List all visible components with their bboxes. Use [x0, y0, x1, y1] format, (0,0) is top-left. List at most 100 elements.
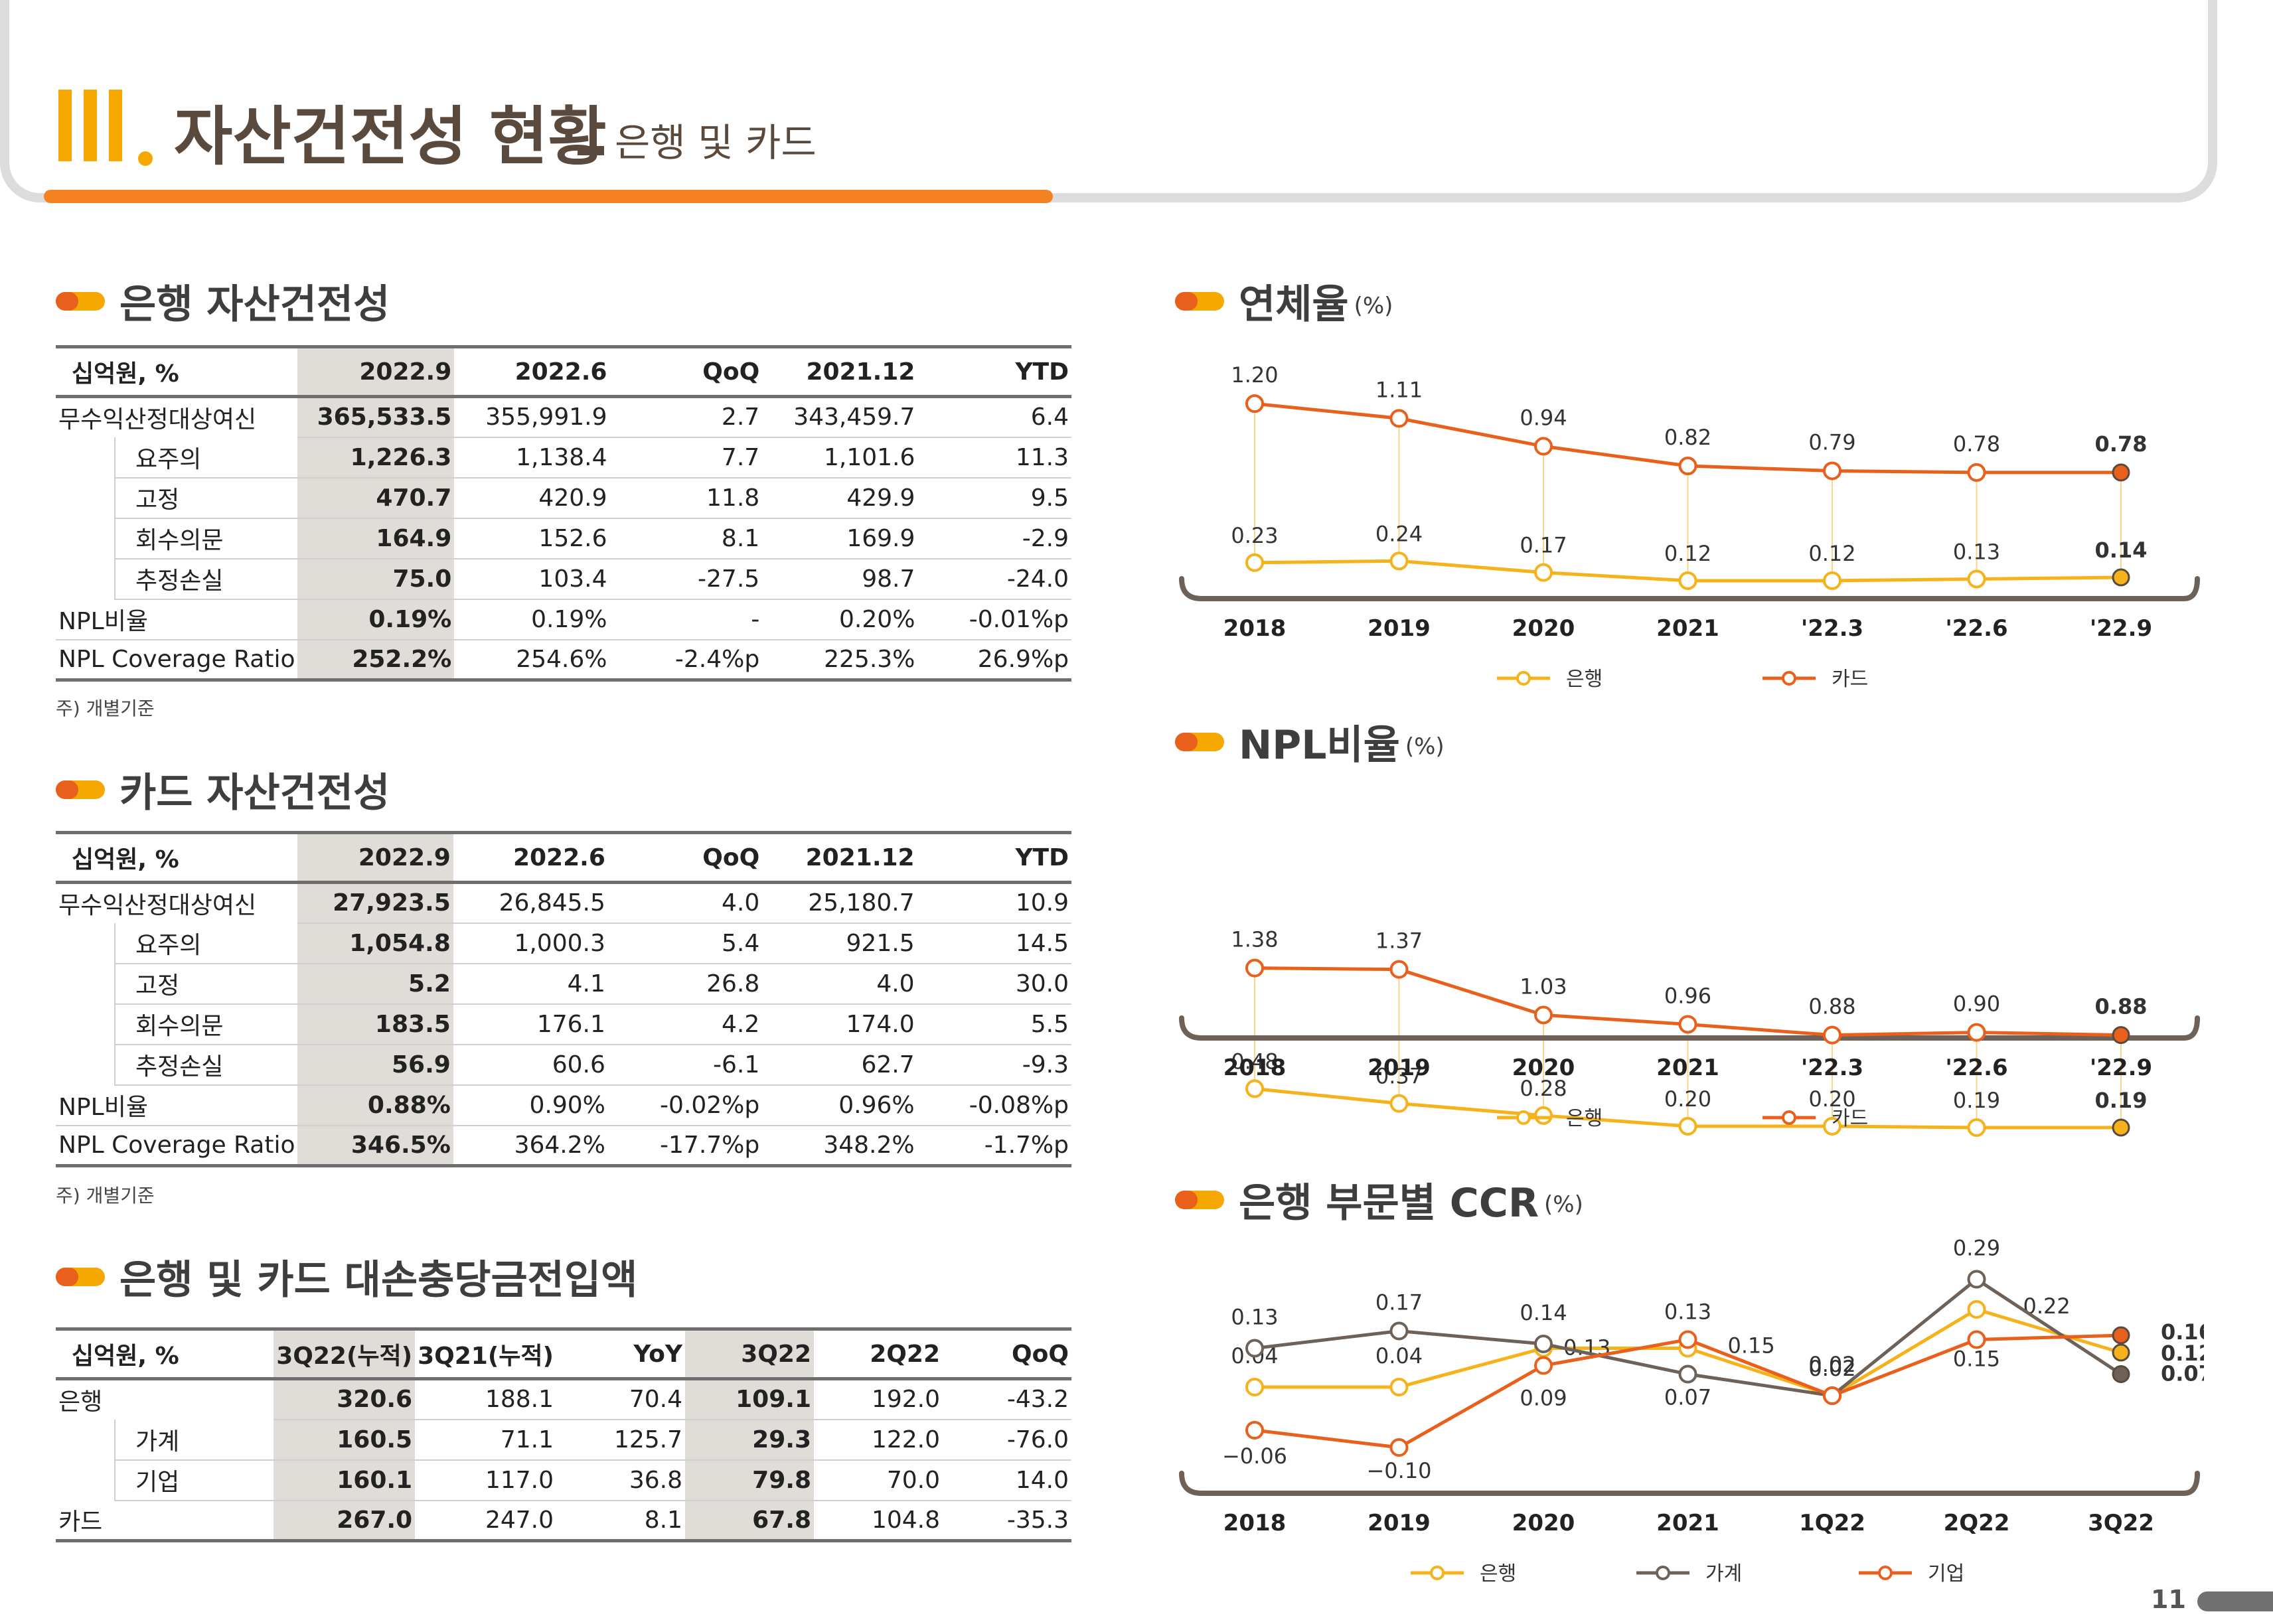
table-cell: 70.0: [814, 1459, 943, 1501]
indent-spacer: [56, 964, 115, 1004]
table-cell: 267.0: [274, 1500, 416, 1542]
data-point: [1534, 563, 1553, 582]
table-cell: 70.4: [556, 1378, 685, 1420]
data-label: 0.02: [1808, 1352, 1855, 1377]
table-column-header: 3Q22(누적): [274, 1327, 416, 1380]
x-tick-label: 2020: [1512, 1510, 1575, 1536]
table-column-header: QoQ: [607, 831, 763, 884]
legend-label: 카드: [1832, 1107, 1868, 1130]
table-cell: -27.5: [609, 558, 763, 600]
data-label: 0.78: [2095, 431, 2148, 457]
data-label: 1.38: [1231, 927, 1278, 952]
table-column-header: 3Q21(누적): [415, 1327, 556, 1380]
table-cell: 252.2%: [297, 639, 455, 682]
legend-marker: [1782, 671, 1796, 686]
row-label: 가계: [114, 1419, 274, 1461]
data-label: 0.28: [1520, 1076, 1567, 1101]
data-point: [1823, 1116, 1842, 1136]
table-cell: 176.1: [453, 1003, 608, 1045]
data-label: 0.07: [1664, 1385, 1711, 1410]
table-row: 가계 160.5 71.1 125.7 29.3 122.0 -76.0: [56, 1419, 1071, 1461]
section-bullet-icon: [1175, 1190, 1224, 1209]
table-row: 요주의 1,226.3 1,138.4 7.7 1,101.6 11.3: [56, 437, 1071, 479]
data-label: −0.06: [1222, 1443, 1287, 1469]
table-column-header: YTD: [917, 345, 1071, 398]
table-column-header: 2022.6: [453, 831, 608, 884]
row-label: 고정: [114, 477, 298, 519]
table-cell: -2.4%p: [609, 639, 763, 682]
npl-chart-title: NPL비율 (%): [1175, 713, 1445, 771]
table-column-header: 2022.9: [297, 345, 455, 398]
title-dash: [578, 146, 604, 155]
table-cell: -24.0: [917, 558, 1071, 600]
data-point: [1389, 960, 1409, 979]
table-cell: 67.8: [685, 1500, 814, 1542]
table-cell: 365,533.5: [297, 396, 455, 438]
data-point: [1245, 394, 1264, 413]
table-column-header: 2021.12: [762, 345, 918, 398]
table-column-header: QoQ: [943, 1327, 1071, 1380]
table-row: NPL비율 0.19% 0.19% -0.20% -0.01%p: [56, 599, 1071, 640]
table-cell: 10.9: [917, 882, 1071, 924]
legend-marker: [1516, 1110, 1531, 1125]
data-point: [1534, 1335, 1553, 1353]
table-cell: 4.0: [607, 882, 763, 924]
table-cell: 0.20%: [762, 599, 918, 640]
section-bullet-icon: [56, 291, 105, 311]
table-cell: 0.19%: [297, 599, 455, 640]
table-cell: 364.2%: [453, 1125, 608, 1167]
indent-spacer: [56, 437, 115, 478]
row-label: 고정: [114, 963, 298, 1005]
data-label: 0.17: [1375, 1290, 1423, 1315]
data-label: 0.78: [1953, 431, 2000, 457]
row-label: 요주의: [114, 923, 298, 964]
data-label: 1.11: [1375, 377, 1423, 402]
table-cell: 4.1: [453, 963, 608, 1005]
data-label: 0.14: [1520, 1300, 1567, 1325]
data-point: [1389, 1094, 1409, 1113]
table-cell: 5.4: [607, 923, 763, 964]
data-point: [1245, 958, 1264, 978]
table-cell: 160.1: [274, 1459, 416, 1501]
table-cell: 1,138.4: [454, 437, 610, 479]
section-bullet-icon: [56, 780, 105, 799]
data-point: [1245, 553, 1264, 572]
legend-marker: [1782, 1110, 1796, 1125]
indent-spacer: [56, 923, 115, 964]
table-cell: 27,923.5: [297, 882, 453, 924]
row-label: 은행: [58, 1388, 103, 1416]
data-label: 1.03: [1520, 974, 1567, 999]
table-cell: 26,845.5: [453, 882, 608, 924]
row-label: NPL비율: [56, 1084, 298, 1126]
data-point: [1245, 1378, 1264, 1396]
table-cell: 0.19%: [454, 599, 610, 640]
data-label: 0.96: [1664, 983, 1711, 1008]
data-label: 0.88: [2095, 994, 2148, 1019]
data-label: 0.13: [1231, 1305, 1278, 1330]
table-cell: 26.9%p: [917, 639, 1071, 682]
table-cell: 1,226.3: [297, 437, 455, 479]
data-label: 0.12: [1664, 541, 1711, 566]
table-row: 회수의문 164.9 152.6 8.1 169.9 -2.9: [56, 518, 1071, 559]
table-cell: 343,459.7: [762, 396, 918, 438]
table-cell: 5.2: [297, 963, 453, 1005]
data-point: [1823, 461, 1842, 480]
data-label: 0.07: [2161, 1361, 2204, 1386]
table-unit-label: 십억원, %: [56, 1327, 274, 1380]
table-row: 추정손실 56.9 60.6 -6.1 62.7 -9.3: [56, 1044, 1071, 1086]
table-column-header: 2022.9: [297, 831, 453, 884]
page-title: 자산건전성 현황: [174, 100, 607, 174]
table-unit-label: 십억원, %: [56, 345, 298, 398]
table-cell: 103.4: [454, 558, 610, 600]
data-point: [1389, 1438, 1409, 1457]
table-cell: 62.7: [762, 1044, 917, 1086]
legend-marker: [1516, 671, 1531, 686]
row-label: 요주의: [114, 437, 298, 479]
data-point: [1678, 571, 1697, 590]
data-label: 0.09: [1520, 1386, 1567, 1411]
table-row: NPL비율 0.88% 0.90% -0.02%p 0.96% -0.08%p: [56, 1084, 1071, 1126]
legend-label: 은행: [1566, 1107, 1603, 1130]
x-tick-label: 2019: [1368, 1510, 1431, 1536]
legend-label: 기업: [1928, 1562, 1964, 1586]
table-column-header: 2021.12: [762, 831, 917, 884]
